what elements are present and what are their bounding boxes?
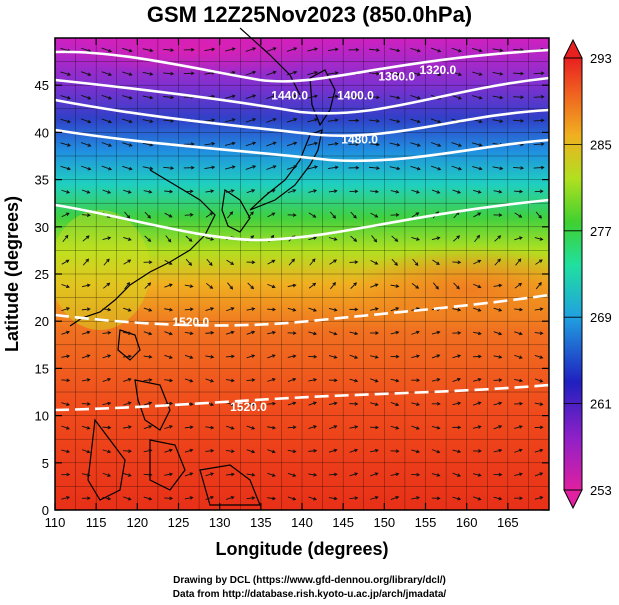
- x-tick-label: 110: [45, 515, 66, 530]
- colorbar: 293 285 277 269 261 253: [563, 38, 612, 510]
- y-tick-label: 10: [35, 409, 49, 424]
- y-tick-label: 45: [35, 78, 49, 93]
- x-tick-label: 150: [373, 515, 395, 530]
- x-tick-label: 165: [497, 515, 519, 530]
- x-tick-label: 155: [415, 515, 437, 530]
- chart-title: GSM 12Z25Nov2023 (850.0hPa): [146, 2, 473, 27]
- x-tick-label: 140: [291, 515, 313, 530]
- y-axis-label: Latitude (degrees): [2, 196, 22, 352]
- y-tick-label: 15: [35, 361, 49, 376]
- contour-labels: 1320.0 1360.0 1400.0 1440.0 1480.0 1520.0 1520…: [172, 63, 456, 414]
- colorbar-tick-label: 277: [590, 224, 612, 239]
- y-tick-label: 25: [35, 267, 49, 282]
- x-tick-label: 135: [250, 515, 272, 530]
- axis-ticks: 110 115 120 125 130 135 140 145 150 155 160 165 0 5 10…: [35, 38, 549, 530]
- footer-credit-data: Data from http://database.rish.kyoto-u.a…: [172, 589, 447, 600]
- y-tick-label: 40: [35, 125, 49, 140]
- colorbar-tick-label: 269: [590, 310, 612, 325]
- x-tick-label: 160: [456, 515, 478, 530]
- y-tick-label: 35: [35, 173, 49, 188]
- colorbar-tick-label: 253: [590, 483, 612, 498]
- colorbar-tick-label: 285: [590, 137, 612, 152]
- contour-label: 1520.0: [172, 315, 209, 329]
- x-tick-label: 130: [209, 515, 231, 530]
- x-tick-label: 115: [86, 515, 107, 530]
- y-tick-label: 20: [35, 314, 49, 329]
- x-axis-label: Longitude (degrees): [215, 539, 388, 559]
- temperature-field: [55, 38, 549, 510]
- contour-label: 1440.0: [271, 88, 308, 102]
- x-tick-label: 125: [168, 515, 190, 530]
- footer-credit-drawing: Drawing by DCL (https://www.gfd-dennou.o…: [173, 575, 446, 586]
- contour-label: 1480.0: [341, 133, 378, 147]
- y-tick-label: 5: [42, 456, 49, 471]
- lat-lon-grid: [54, 37, 550, 511]
- y-tick-label: 30: [35, 220, 49, 235]
- x-tick-label: 145: [332, 515, 354, 530]
- colorbar-tick-label: 261: [590, 397, 612, 412]
- contour-label: 1400.0: [337, 88, 374, 102]
- contour-label: 1320.0: [419, 63, 456, 77]
- contour-label: 1520.0: [230, 400, 267, 414]
- colorbar-tick-label: 293: [590, 51, 612, 66]
- contour-label: 1360.0: [378, 69, 415, 83]
- y-tick-label: 0: [42, 503, 49, 518]
- height-contours: [54, 48, 550, 412]
- x-tick-label: 120: [126, 515, 148, 530]
